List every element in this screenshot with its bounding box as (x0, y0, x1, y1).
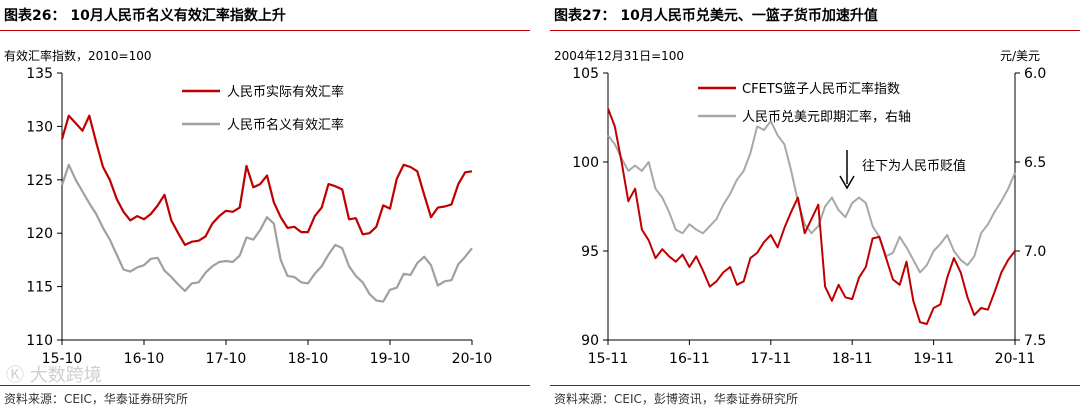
right-x-tick-label: 15-11 (588, 351, 629, 367)
right-chart-title: 图表27： 10月人民币兑美元、一篮子货币加速升值 (554, 8, 878, 24)
left-chart-source: 资料来源：CEIC，华泰证券研究所 (4, 392, 188, 406)
right-x-tick-label: 20-11 (995, 351, 1036, 367)
left-y-tick-label: 110 (26, 333, 53, 349)
watermark-text: Ⓚ 大数跨境 (6, 365, 102, 385)
right-x-tick-label: 19-11 (913, 351, 954, 367)
right-legend-label-1: CFETS篮子人民币汇率指数 (742, 81, 900, 97)
right-source-rule (550, 385, 1080, 386)
right-right-axis-label: 元/美元 (1000, 49, 1040, 63)
right-chart-panel: 图表27： 10月人民币兑美元、一篮子货币加速升值 2004年12月31日=10… (550, 0, 1080, 410)
left-x-tick-label: 17-10 (206, 351, 247, 367)
left-title-rule (0, 30, 530, 31)
right-right-y-tick-label: 7.0 (1024, 244, 1046, 260)
left-y-tick-label: 135 (26, 66, 53, 82)
right-right-y-tick-label: 7.5 (1024, 333, 1046, 349)
left-chart-svg: 有效汇率指数，2010=100 110 115 120 125 130 135 15-10 16… (4, 48, 493, 385)
right-left-y-tick-label: 90 (581, 333, 599, 349)
left-y-tick-label: 115 (26, 280, 53, 296)
left-legend-label-2: 人民币名义有效汇率 (227, 117, 344, 133)
left-legend-label-1: 人民币实际有效汇率 (227, 84, 344, 100)
right-series-line-1 (607, 108, 1016, 325)
left-series-line-1 (60, 114, 473, 246)
right-x-tick-label: 17-11 (750, 351, 791, 367)
left-x-tick-label: 16-10 (124, 351, 165, 367)
left-chart-panel: 图表26： 10月人民币名义有效汇率指数上升 有效汇率指数，2010=100 11… (0, 0, 530, 410)
left-x-tick-label: 15-10 (42, 351, 83, 367)
right-x-tick-label: 18-11 (832, 351, 873, 367)
right-series-line-2 (607, 120, 1016, 274)
depreciation-annotation: 往下为人民币贬值 (862, 158, 966, 174)
left-x-tick-label: 20-10 (452, 351, 493, 367)
right-x-tick-label: 16-11 (669, 351, 710, 367)
right-left-y-tick-label: 100 (572, 155, 599, 171)
left-source-rule (0, 385, 530, 386)
left-y-tick-label: 120 (26, 226, 53, 242)
left-y-tick-label: 125 (26, 173, 53, 189)
right-title-rule (550, 30, 1080, 31)
left-x-tick-label: 18-10 (288, 351, 329, 367)
right-right-y-tick-label: 6.5 (1024, 155, 1046, 171)
left-chart-title: 图表26： 10月人民币名义有效汇率指数上升 (4, 8, 286, 24)
right-left-y-tick-label: 95 (581, 244, 599, 260)
right-chart-svg: 2004年12月31日=100 元/美元 90 95 100 105 6.0 6.5 7.0 7.… (554, 49, 1046, 367)
left-y-tick-label: 130 (26, 119, 53, 135)
left-series-line-2 (60, 163, 473, 303)
right-legend-label-2: 人民币兑美元即期汇率，右轴 (742, 109, 911, 125)
right-chart-source: 资料来源：CEIC，彭博资讯，华泰证券研究所 (554, 392, 798, 406)
left-y-axis-label: 有效汇率指数，2010=100 (4, 48, 152, 63)
right-right-y-tick-label: 6.0 (1024, 66, 1046, 82)
down-arrow-head-icon (839, 175, 855, 190)
right-left-y-tick-label: 105 (572, 66, 599, 82)
right-left-axis-label: 2004年12月31日=100 (554, 49, 684, 63)
left-x-tick-label: 19-10 (370, 351, 411, 367)
